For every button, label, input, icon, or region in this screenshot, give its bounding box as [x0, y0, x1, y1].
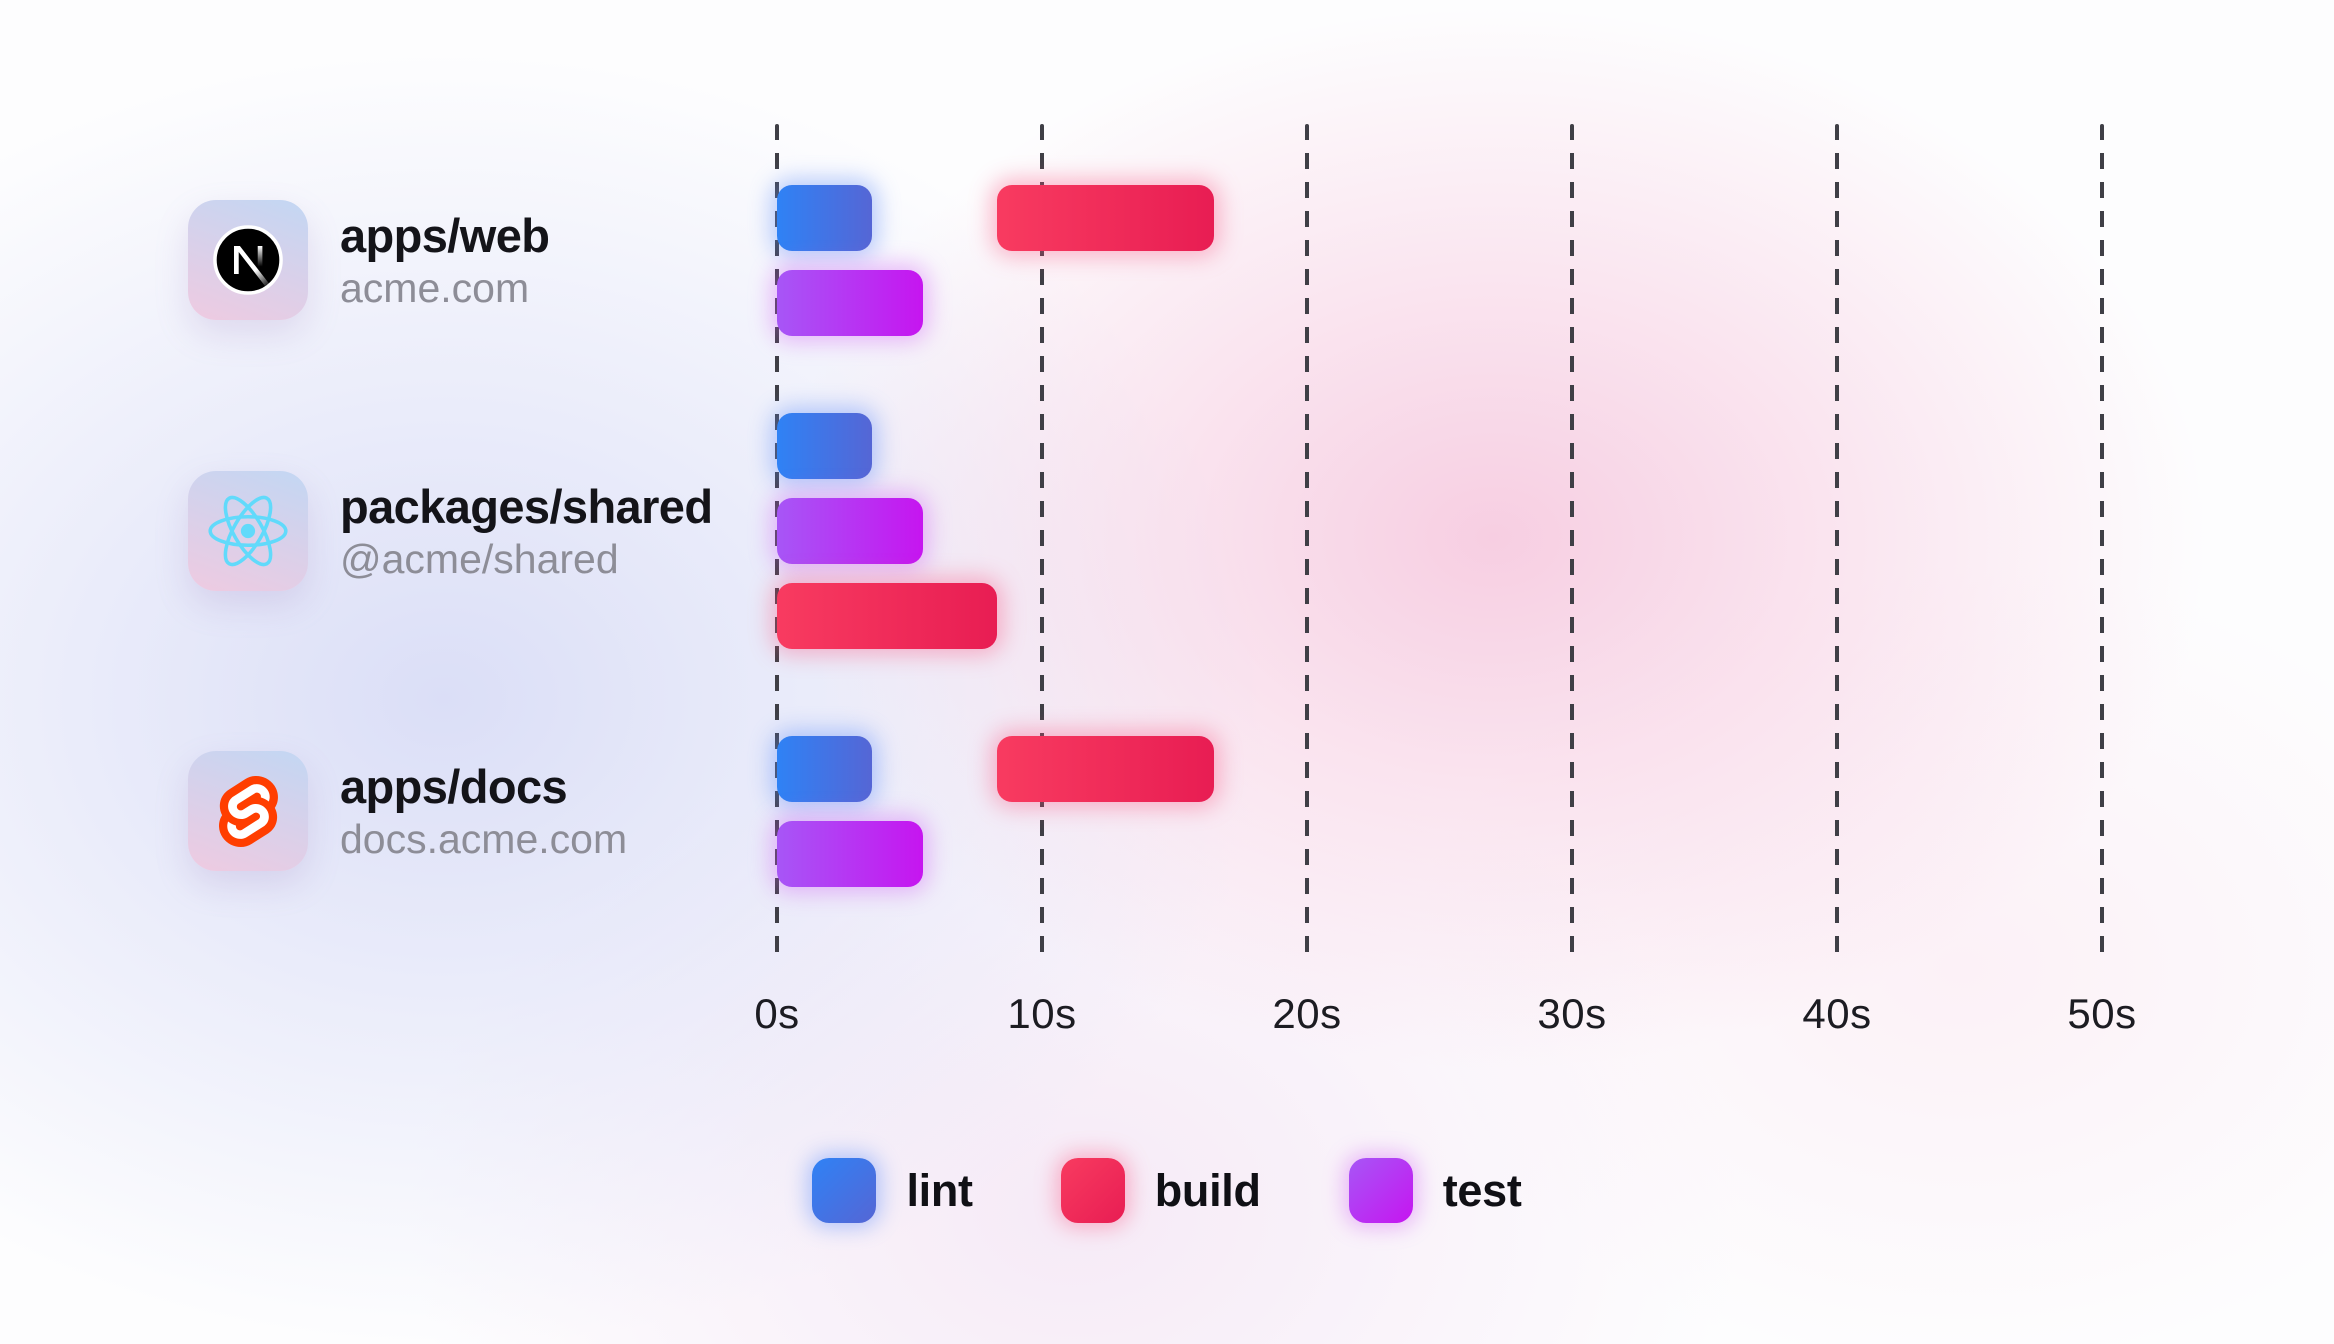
axis-tick-label: 40s [1802, 990, 1872, 1037]
gridline-20s [1305, 124, 1309, 963]
gridline-50s [2100, 124, 2104, 963]
gridline-30s [1570, 124, 1574, 963]
package-subtitle: acme.com [340, 264, 530, 311]
axis-tick-label: 0s [754, 990, 800, 1037]
gridline-10s [1040, 124, 1044, 963]
package-labels: apps/docs docs.acme.com [340, 751, 627, 871]
package-labels: apps/web acme.com [340, 200, 550, 320]
task-bar-lint [777, 184, 873, 251]
task-bar-build [777, 583, 997, 649]
package-name: apps/web [340, 208, 550, 262]
gridline-40s [1835, 124, 1839, 963]
package-subtitle: @acme/shared [340, 535, 619, 582]
package-icon-card [188, 471, 308, 591]
legend: lint build test [0, 1158, 2334, 1223]
axis-tick-label: 10s [1007, 990, 1077, 1037]
task-bar-build [996, 735, 1215, 802]
legend-item-lint: lint [812, 1158, 973, 1223]
legend-label: build [1154, 1164, 1261, 1216]
axis-tick-label: 30s [1537, 990, 1607, 1037]
package-icon-card [188, 751, 308, 871]
legend-item-build: build [1060, 1158, 1261, 1223]
legend-swatch-lint [812, 1158, 877, 1223]
package-name: packages/shared [340, 479, 713, 533]
axis-tick-label: 50s [2067, 990, 2137, 1037]
package-labels: packages/shared @acme/shared [340, 471, 713, 591]
task-bar-build [996, 184, 1215, 251]
legend-label: lint [906, 1164, 973, 1216]
legend-swatch-test [1348, 1158, 1413, 1223]
package-icon-card [188, 200, 308, 320]
axis-tick-label: 20s [1272, 990, 1342, 1037]
legend-swatch-build [1060, 1158, 1125, 1223]
task-bar-lint [777, 413, 873, 479]
react-icon [207, 494, 289, 568]
task-bar-test [777, 498, 923, 564]
legend-label: test [1442, 1164, 1522, 1216]
nextjs-icon [213, 225, 283, 295]
package-name: apps/docs [340, 759, 568, 813]
legend-item-test: test [1348, 1158, 1522, 1223]
task-bar-test [777, 269, 923, 336]
package-subtitle: docs.acme.com [340, 815, 628, 862]
task-bar-lint [777, 735, 873, 802]
svelte-icon [218, 775, 278, 847]
task-bar-test [777, 820, 923, 887]
